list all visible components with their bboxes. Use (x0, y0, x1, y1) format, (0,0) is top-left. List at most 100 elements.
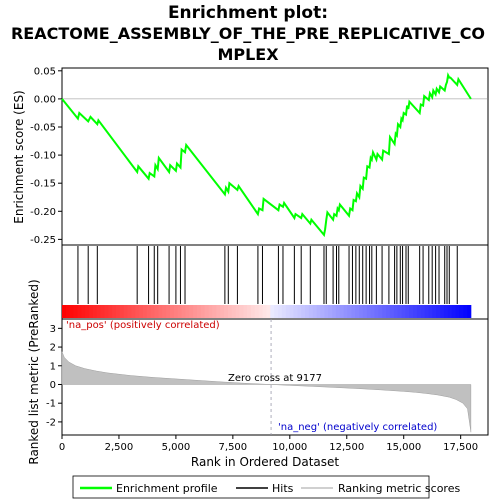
rank-color-segment (347, 305, 352, 318)
metric-y-tick-label: -1 (46, 399, 56, 410)
rank-color-segment (455, 305, 460, 318)
rank-color-segment (139, 305, 144, 318)
rank-color-segment (224, 305, 229, 318)
rank-color-segment (239, 305, 244, 318)
rank-color-segment (108, 305, 113, 318)
rank-color-segment (332, 305, 337, 318)
rank-color-segment (62, 305, 67, 318)
es-y-tick-label: 0.00 (34, 94, 56, 105)
ranking-metric-area (61, 351, 472, 433)
rank-color-segment (231, 305, 236, 318)
rank-color-segment (281, 305, 287, 318)
rank-color-segment (270, 305, 275, 318)
rank-color-segment (297, 305, 302, 318)
rank-color-segment (77, 305, 82, 318)
x-tick-label: 7,500 (219, 442, 248, 453)
rank-color-segment (432, 305, 437, 318)
legend-enrichment-label: Enrichment profile (116, 482, 218, 495)
legend-hits-label: Hits (272, 482, 294, 495)
es-y-tick-label: -0.25 (30, 235, 56, 246)
rank-color-segment (436, 305, 441, 318)
rank-color-segment (416, 305, 422, 318)
rank-color-segment (96, 305, 101, 318)
rank-color-segment (467, 305, 472, 318)
rank-color-segment (420, 305, 426, 318)
rank-color-segment (370, 305, 375, 318)
rank-color-segment (81, 305, 86, 318)
rank-color-segment (123, 305, 128, 318)
legend-metric-label: Ranking metric scores (338, 482, 460, 495)
rank-color-segment (204, 305, 209, 318)
x-axis-ticks: 0 2,500 5,000 7,500 10,000 12,500 15,000 17,500 (59, 435, 478, 453)
rank-color-segment (85, 305, 90, 318)
es-y-ticks: 0.05 0.00 -0.05 -0.10 -0.15 -0.20 -0.25 (30, 66, 488, 246)
x-tick-label: 12,500 (329, 442, 364, 453)
metric-y-tick-label: 3 (50, 324, 56, 335)
rank-color-segment (389, 305, 395, 318)
rank-color-segment (146, 305, 152, 318)
rank-color-segment (447, 305, 453, 318)
rank-color-segment (443, 305, 449, 318)
hits-panel (61, 244, 489, 320)
rank-color-segment (197, 305, 202, 318)
metric-y-ticks: 3 2 1 0 -1 -2 (46, 324, 62, 428)
es-y-tick-label: 0.05 (34, 66, 56, 77)
rank-color-segment (104, 305, 109, 318)
rank-color-segment (262, 305, 267, 318)
rank-color-segment (393, 305, 399, 318)
rank-color-segment (208, 305, 213, 318)
rank-color-segment (92, 305, 98, 318)
x-tick-label: 0 (59, 442, 65, 453)
rank-color-segment (328, 305, 333, 318)
rank-color-segment (382, 305, 387, 318)
rank-color-segment (401, 305, 406, 318)
chart-title-line2: REACTOME_ASSEMBLY_OF_THE_PRE_REPLICATIVE… (11, 24, 485, 43)
rank-color-segment (285, 305, 291, 318)
es-y-tick-label: -0.15 (30, 179, 56, 190)
x-tick-label: 17,500 (443, 442, 478, 453)
rank-color-segment (200, 305, 206, 318)
rank-color-segment (143, 305, 148, 318)
rank-color-segment (135, 305, 140, 318)
rank-color-segment (212, 305, 217, 318)
rank-color-segment (289, 305, 294, 318)
rank-color-segment (312, 305, 318, 318)
x-tick-label: 5,000 (162, 442, 191, 453)
rank-color-segment (150, 305, 155, 318)
rank-color-segment (459, 305, 464, 318)
rank-color-segment (258, 305, 263, 318)
rank-color-segment (247, 305, 252, 318)
x-tick-label: 15,000 (386, 442, 421, 453)
rank-color-segment (440, 305, 445, 318)
rank-color-segment (397, 305, 402, 318)
rank-color-segment (339, 305, 345, 318)
rank-color-segment (278, 305, 283, 318)
rank-color-segment (463, 305, 468, 318)
metric-y-axis-label: Ranked list metric (PreRanked) (27, 279, 41, 464)
pos-label: 'na_pos' (positively correlated) (66, 320, 220, 331)
es-y-tick-label: -0.10 (30, 151, 56, 162)
es-y-tick-label: -0.05 (30, 123, 56, 134)
rank-color-segment (293, 305, 298, 318)
metric-y-tick-label: 0 (50, 380, 56, 391)
rank-color-segment (73, 305, 78, 318)
rank-color-segment (359, 305, 364, 318)
rank-color-segment (301, 305, 306, 318)
rank-color-segment (305, 305, 310, 318)
metric-y-tick-label: -2 (46, 417, 56, 428)
metric-y-tick-label: 2 (50, 343, 56, 354)
rank-color-segment (119, 305, 125, 318)
rank-color-segment (116, 305, 121, 318)
rank-color-segment (335, 305, 341, 318)
rank-color-segment (424, 305, 429, 318)
rank-color-segment (170, 305, 175, 318)
rank-color-segment (185, 305, 190, 318)
legend: Enrichment profile Hits Ranking metric s… (72, 475, 460, 499)
rank-color-segment (100, 305, 105, 318)
rank-color-segment (181, 305, 186, 318)
rank-color-segment (216, 305, 221, 318)
x-axis-label: Rank in Ordered Dataset (191, 455, 339, 469)
metric-y-tick-label: 1 (50, 361, 56, 372)
rank-color-segment (362, 305, 368, 318)
